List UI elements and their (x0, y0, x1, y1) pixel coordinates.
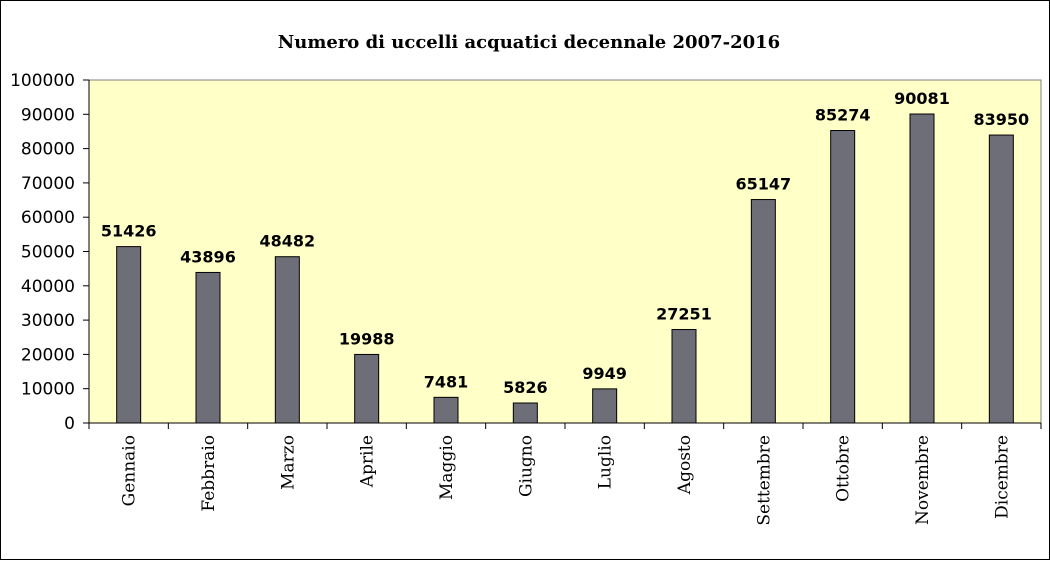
data-label: 90081 (894, 89, 950, 108)
y-tick-label: 70000 (21, 174, 75, 194)
bar-settembre (750, 199, 776, 424)
bar-novembre (909, 113, 935, 424)
bar-dicembre (988, 134, 1014, 424)
x-tick-label: Novembre (913, 435, 933, 525)
x-tick-label: Ottobre (834, 435, 854, 502)
bar-giugno (512, 402, 538, 424)
x-tick-label: Aprile (358, 435, 378, 488)
y-tick-label: 30000 (21, 311, 75, 331)
data-label: 85274 (815, 106, 871, 125)
x-tick-label: Maggio (437, 435, 457, 500)
bar-aprile (354, 353, 380, 424)
data-label: 27251 (656, 305, 712, 324)
data-label: 83950 (973, 110, 1029, 129)
x-tick-label: Giugno (516, 435, 536, 497)
bar-ottobre (830, 130, 856, 424)
x-tick-label: Dicembre (992, 435, 1012, 519)
bar-agosto (671, 329, 697, 424)
bar-febbraio (195, 271, 221, 424)
y-tick-label: 20000 (21, 345, 75, 365)
x-tick-label: Luglio (596, 435, 616, 489)
data-label: 5826 (503, 378, 548, 397)
chart-title: Numero di uccelli acquatici decennale 20… (278, 32, 780, 53)
x-tick-label: Febbraio (199, 435, 219, 512)
plot-area (88, 79, 1042, 424)
y-tick-label: 10000 (21, 380, 75, 400)
data-label: 9949 (582, 364, 627, 383)
data-label: 19988 (339, 329, 395, 348)
y-tick-label: 100000 (10, 71, 75, 91)
data-label: 51426 (101, 222, 157, 241)
x-tick-label: Agosto (675, 435, 695, 495)
y-tick-label: 60000 (21, 208, 75, 228)
data-label: 48482 (259, 232, 315, 251)
x-tick-label: Marzo (278, 435, 298, 490)
bar-maggio (433, 396, 459, 424)
x-tick-label: Gennaio (120, 435, 140, 506)
data-label: 7481 (424, 372, 469, 391)
x-tick-label: Settembre (754, 435, 774, 526)
y-tick-label: 0 (64, 414, 75, 434)
data-label: 65147 (735, 175, 791, 194)
bar-luglio (592, 388, 618, 424)
data-label: 43896 (180, 247, 236, 266)
bar-gennaio (116, 246, 142, 424)
y-tick-label: 90000 (21, 105, 75, 125)
y-tick-label: 80000 (21, 140, 75, 160)
y-tick-label: 50000 (21, 243, 75, 263)
y-tick-label: 40000 (21, 277, 75, 297)
bar-marzo (274, 256, 300, 424)
